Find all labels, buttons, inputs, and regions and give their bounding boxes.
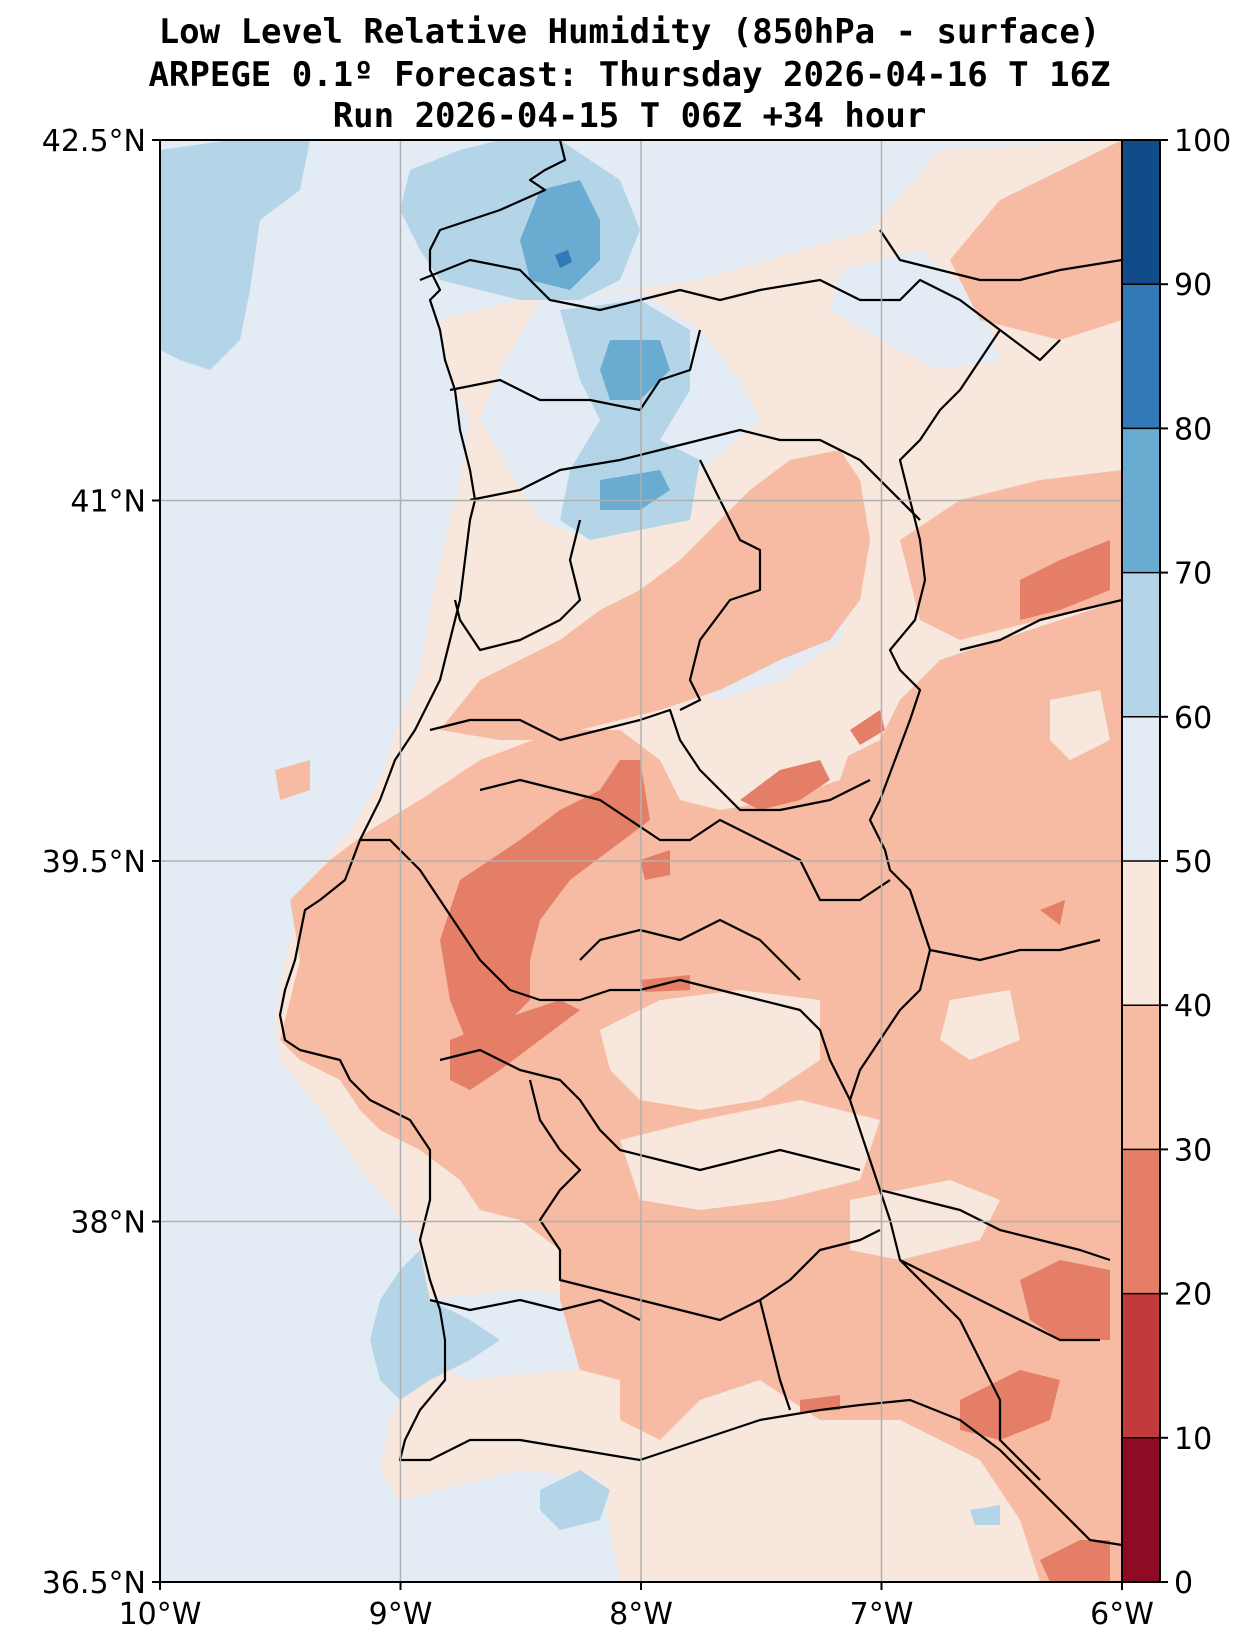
rh-band-20-30-spot-b <box>640 850 670 880</box>
lat-tick-label: 38°N <box>70 1206 146 1241</box>
rh-band-20-30-spot-c <box>1040 900 1065 925</box>
district-10 <box>528 1079 881 1322</box>
district-5 <box>429 708 871 812</box>
title-line-3: Run 2026-04-15 T 06Z +34 hour <box>332 96 927 136</box>
lat-tick-label: 41°N <box>70 485 146 520</box>
lat-tick-label: 39.5°N <box>42 845 146 880</box>
rh-band-20-30-center-east <box>740 760 830 810</box>
rh-band-60-70-southwest <box>370 1250 500 1400</box>
colorbar-segment <box>1122 140 1160 285</box>
colorbar-segment <box>1122 716 1160 861</box>
title-line-2: ARPEGE 0.1º Forecast: Thursday 2026-04-1… <box>148 55 1111 95</box>
colorbar-tick-label: 30 <box>1174 1133 1212 1168</box>
coastline <box>278 140 1122 1547</box>
rh-band-30-40-center-belt <box>440 450 870 740</box>
colorbar-segment <box>1122 428 1160 573</box>
rh-band-50-60-ne <box>830 250 1000 370</box>
colorbar-tick-label: 100 <box>1174 124 1231 159</box>
colorbar-segment <box>1122 1293 1160 1438</box>
colorbar-segment <box>1122 861 1160 1006</box>
rh-band-20-30-south-b <box>1040 1540 1110 1582</box>
district-15 <box>959 598 1122 652</box>
rh-band-80-90-core <box>555 250 572 268</box>
rh-band-30-40-west-coast <box>275 760 310 800</box>
district-7 <box>360 838 851 1101</box>
colorbar-tick-label: 20 <box>1174 1278 1212 1313</box>
rh-band-20-30-east <box>1020 540 1110 620</box>
lon-tick-label: 10°W <box>119 1597 202 1632</box>
colorbar: 0 10 20 30 40 50 60 70 80 90 100 <box>1121 124 1231 1601</box>
district-6 <box>479 778 891 902</box>
lon-tick-label: 7°W <box>850 1597 914 1632</box>
colorbar-segment <box>1122 1005 1160 1150</box>
lat-tick-label: 36.5°N <box>42 1566 146 1601</box>
title-line-1: Low Level Relative Humidity (850hPa - su… <box>158 12 1101 52</box>
colorbar-tick-label: 90 <box>1174 268 1212 303</box>
colorbar-tick-label: 60 <box>1174 701 1212 736</box>
district-13 <box>899 1259 1100 1342</box>
colorbar-segment <box>1122 1437 1160 1582</box>
border-spain-portugal-north <box>419 258 1061 362</box>
colorbar-tick-label: 0 <box>1174 1566 1193 1601</box>
district-14 <box>879 1188 1111 1262</box>
district-16 <box>929 938 1101 962</box>
district-11 <box>758 1299 792 1411</box>
rh-band-20-30-south-a <box>960 1370 1060 1440</box>
coastline-and-borders <box>278 140 1122 1547</box>
lon-axis: 10°W 9°W 8°W 7°W 6°W <box>119 1582 1154 1632</box>
rh-band-40-50-hole-2 <box>600 990 820 1110</box>
lon-tick-label: 9°W <box>369 1597 433 1632</box>
rh-band-30-40-east-top <box>950 140 1122 340</box>
colorbar-segment <box>1122 284 1160 429</box>
district-1 <box>449 329 702 412</box>
rh-band-60-70-ocean-nw <box>160 140 310 370</box>
lat-axis: 42.5°N 41°N 39.5°N 38°N 36.5°N <box>42 124 160 1601</box>
rh-band-60-70-east-spot <box>970 1505 1000 1525</box>
colorbar-segment <box>1122 572 1160 717</box>
colorbar-tick-label: 70 <box>1174 557 1212 592</box>
colorbar-frame <box>1121 139 1161 1583</box>
rh-band-60-70-south-ocean <box>540 1470 610 1530</box>
colorbar-tick-label: 10 <box>1174 1422 1212 1457</box>
rh-band-40-50-hole-3 <box>620 1100 880 1210</box>
district-9 <box>439 1048 861 1172</box>
lat-tick-label: 42.5°N <box>42 124 146 159</box>
rh-band-40-50-hole-4 <box>940 990 1020 1060</box>
district-3 <box>453 519 582 652</box>
colorbar-segment <box>1122 1149 1160 1294</box>
colorbar-tick-label: 50 <box>1174 845 1212 880</box>
district-8 <box>579 918 801 981</box>
rh-band-20-30-tagus <box>450 1000 580 1090</box>
lon-tick-label: 6°W <box>1090 1597 1154 1632</box>
rh-band-20-30-southeast <box>1020 1260 1110 1340</box>
district-12 <box>429 1298 641 1321</box>
colorbar-tick-label: 80 <box>1174 412 1212 447</box>
rh-band-70-80-minho <box>520 180 600 290</box>
rh-band-20-30-spot-a <box>850 710 885 745</box>
colorbar-tick-label: 40 <box>1174 989 1212 1024</box>
rh-band-20-30-west-center <box>440 760 650 1050</box>
lon-tick-label: 8°W <box>609 1597 673 1632</box>
rh-band-70-80-douro <box>600 340 670 400</box>
rh-band-40-50-hole-6 <box>850 1180 1000 1260</box>
rh-band-40-50-hole-5 <box>1050 690 1110 760</box>
district-2 <box>469 428 921 521</box>
district-17 <box>879 229 1122 282</box>
district-4 <box>679 459 762 711</box>
